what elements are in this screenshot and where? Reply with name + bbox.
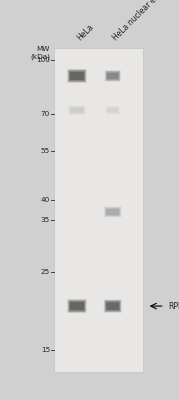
- Bar: [54, 48, 143, 372]
- FancyBboxPatch shape: [107, 107, 119, 113]
- Point: [53, 149, 55, 154]
- Text: HeLa nuclear extract: HeLa nuclear extract: [111, 0, 174, 42]
- FancyBboxPatch shape: [70, 72, 84, 80]
- Text: 15: 15: [41, 347, 50, 353]
- FancyBboxPatch shape: [68, 300, 86, 312]
- FancyBboxPatch shape: [105, 207, 121, 217]
- Point: [50, 112, 52, 117]
- FancyBboxPatch shape: [106, 209, 119, 215]
- Point: [50, 57, 52, 62]
- Text: RPP25: RPP25: [168, 302, 179, 310]
- FancyBboxPatch shape: [71, 108, 83, 112]
- FancyBboxPatch shape: [106, 71, 120, 80]
- FancyBboxPatch shape: [67, 299, 87, 313]
- Point: [53, 57, 55, 62]
- FancyBboxPatch shape: [108, 108, 118, 112]
- Point: [53, 112, 55, 117]
- Point: [50, 218, 52, 223]
- FancyBboxPatch shape: [106, 72, 119, 80]
- Text: 100: 100: [36, 57, 50, 63]
- FancyBboxPatch shape: [104, 300, 121, 312]
- FancyBboxPatch shape: [107, 73, 119, 79]
- FancyBboxPatch shape: [68, 300, 86, 312]
- Text: MW
(kDa): MW (kDa): [30, 46, 50, 60]
- FancyBboxPatch shape: [105, 71, 120, 81]
- Point: [53, 218, 55, 223]
- Point: [50, 149, 52, 154]
- FancyBboxPatch shape: [69, 300, 85, 312]
- Point: [53, 348, 55, 352]
- Point: [50, 348, 52, 352]
- Point: [53, 270, 55, 274]
- FancyBboxPatch shape: [106, 208, 120, 216]
- Text: 25: 25: [41, 269, 50, 275]
- FancyBboxPatch shape: [70, 302, 84, 310]
- FancyBboxPatch shape: [106, 302, 119, 310]
- FancyBboxPatch shape: [69, 71, 85, 81]
- FancyBboxPatch shape: [105, 70, 121, 82]
- FancyBboxPatch shape: [68, 70, 86, 82]
- FancyBboxPatch shape: [105, 70, 120, 81]
- Text: 55: 55: [41, 148, 50, 154]
- Text: HeLa: HeLa: [75, 22, 95, 42]
- FancyBboxPatch shape: [69, 70, 85, 82]
- FancyBboxPatch shape: [68, 70, 86, 82]
- Point: [53, 198, 55, 202]
- Text: 40: 40: [41, 197, 50, 203]
- FancyBboxPatch shape: [105, 301, 120, 312]
- FancyBboxPatch shape: [106, 301, 120, 311]
- FancyBboxPatch shape: [104, 207, 121, 217]
- Point: [50, 198, 52, 202]
- Point: [50, 270, 52, 274]
- FancyBboxPatch shape: [69, 301, 85, 311]
- FancyBboxPatch shape: [105, 208, 120, 216]
- FancyBboxPatch shape: [70, 107, 84, 114]
- FancyBboxPatch shape: [104, 300, 122, 313]
- FancyBboxPatch shape: [105, 300, 121, 312]
- Text: 35: 35: [41, 218, 50, 224]
- Text: 70: 70: [41, 111, 50, 117]
- FancyBboxPatch shape: [67, 69, 87, 83]
- FancyBboxPatch shape: [69, 106, 85, 114]
